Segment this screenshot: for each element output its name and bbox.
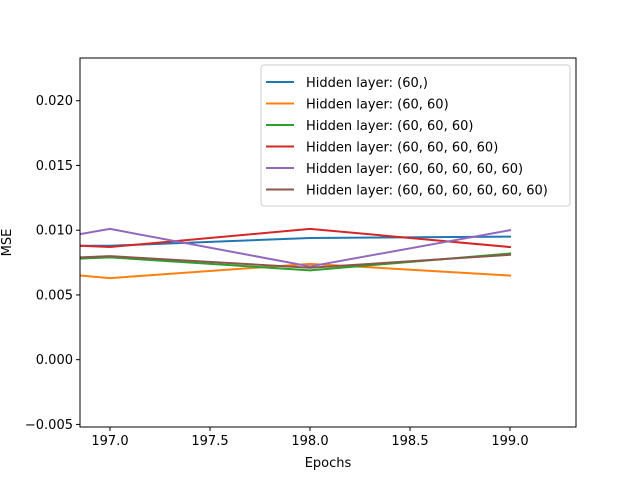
x-tick-label: 197.0 xyxy=(91,434,128,449)
y-tick-label: 0.000 xyxy=(36,353,73,368)
y-tick-label: 0.015 xyxy=(36,159,73,174)
x-axis-label: Epochs xyxy=(305,456,352,471)
series-line-6 xyxy=(80,253,512,269)
series-line-4 xyxy=(80,227,512,249)
legend-label: Hidden layer: (60,) xyxy=(306,76,428,91)
legend-label: Hidden layer: (60, 60) xyxy=(306,98,449,113)
y-axis: −0.005 0.000 0.005 0.010 0.015 0.020 xyxy=(25,94,80,433)
legend-label: Hidden layer: (60, 60, 60, 60) xyxy=(306,141,498,156)
series-line-5 xyxy=(80,227,512,268)
x-tick-label: 197.5 xyxy=(191,434,228,449)
x-tick-label: 198.0 xyxy=(291,434,328,449)
legend-label: Hidden layer: (60, 60, 60, 60, 60, 60) xyxy=(306,184,548,199)
y-axis-label: MSE xyxy=(0,229,15,257)
y-tick-label: 0.020 xyxy=(36,94,73,109)
legend: Hidden layer: (60,) Hidden layer: (60, 60… xyxy=(260,64,571,207)
legend-box xyxy=(260,64,571,207)
plot-lines xyxy=(80,227,512,280)
y-tick-label: 0.010 xyxy=(36,224,73,239)
x-axis: 197.0 197.5 198.0 198.5 199.0 xyxy=(91,427,529,449)
series-line-2 xyxy=(80,262,512,280)
x-tick-label: 198.5 xyxy=(391,434,428,449)
y-tick-label: −0.005 xyxy=(25,418,73,433)
x-tick-label: 199.0 xyxy=(491,434,528,449)
y-tick-label: 0.005 xyxy=(36,288,73,303)
plot-frame xyxy=(79,57,577,428)
legend-label: Hidden layer: (60, 60, 60) xyxy=(306,119,473,134)
legend-label: Hidden layer: (60, 60, 60, 60, 60) xyxy=(306,162,523,177)
